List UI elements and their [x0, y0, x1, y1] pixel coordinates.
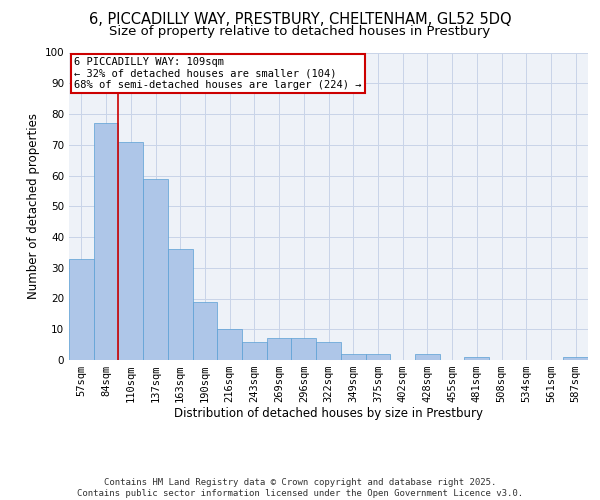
Bar: [193, 302, 217, 360]
Y-axis label: Number of detached properties: Number of detached properties: [28, 114, 40, 299]
Bar: [94, 123, 118, 360]
Bar: [217, 329, 242, 360]
Bar: [563, 357, 588, 360]
Bar: [168, 250, 193, 360]
Text: Size of property relative to detached houses in Prestbury: Size of property relative to detached ho…: [109, 25, 491, 38]
Text: Contains HM Land Registry data © Crown copyright and database right 2025.
Contai: Contains HM Land Registry data © Crown c…: [77, 478, 523, 498]
Bar: [242, 342, 267, 360]
Text: 6, PICCADILLY WAY, PRESTBURY, CHELTENHAM, GL52 5DQ: 6, PICCADILLY WAY, PRESTBURY, CHELTENHAM…: [89, 12, 511, 28]
Bar: [143, 178, 168, 360]
Bar: [464, 357, 489, 360]
Bar: [341, 354, 365, 360]
X-axis label: Distribution of detached houses by size in Prestbury: Distribution of detached houses by size …: [174, 406, 483, 420]
Bar: [415, 354, 440, 360]
Bar: [365, 354, 390, 360]
Bar: [69, 258, 94, 360]
Bar: [267, 338, 292, 360]
Bar: [292, 338, 316, 360]
Text: 6 PICCADILLY WAY: 109sqm
← 32% of detached houses are smaller (104)
68% of semi-: 6 PICCADILLY WAY: 109sqm ← 32% of detach…: [74, 57, 362, 90]
Bar: [316, 342, 341, 360]
Bar: [118, 142, 143, 360]
